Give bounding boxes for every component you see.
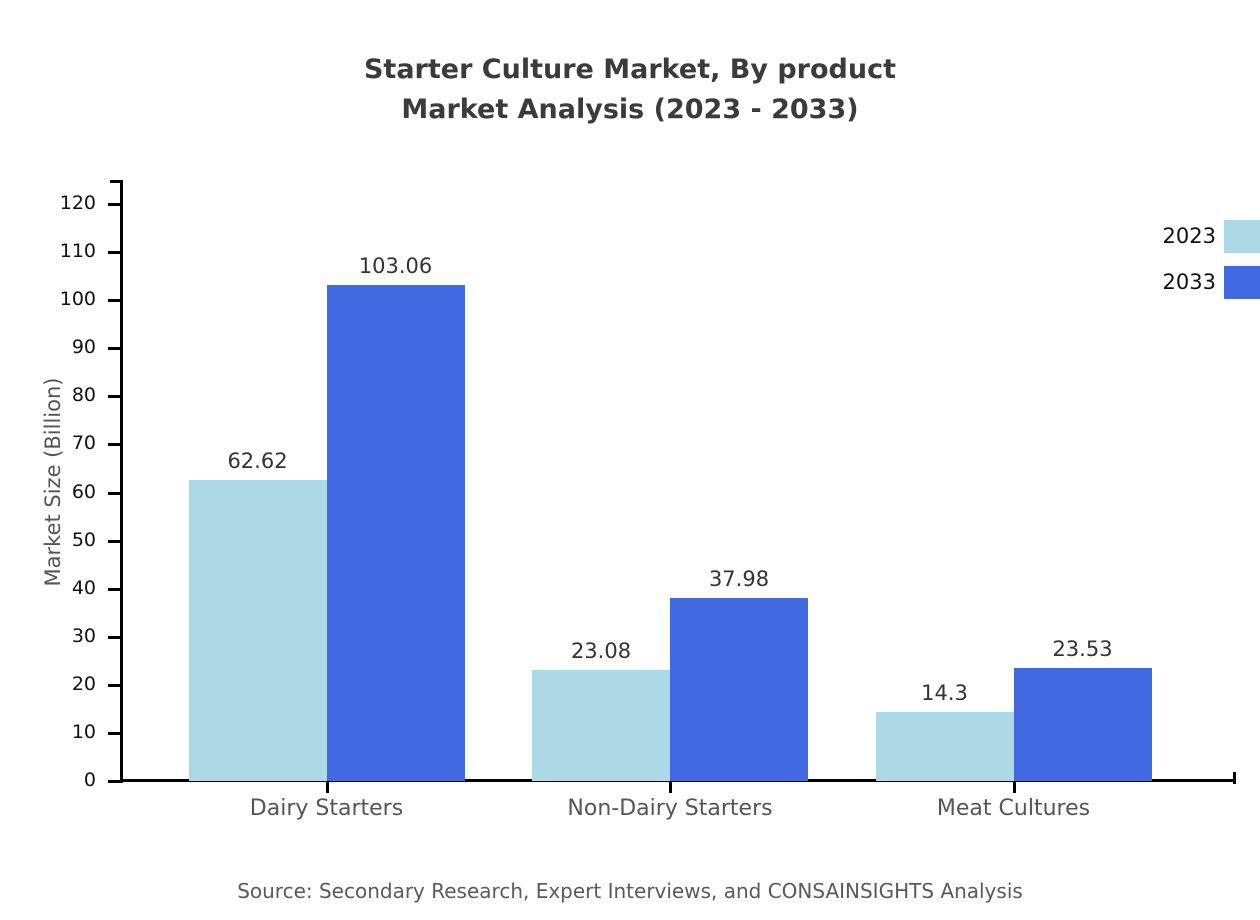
x-axis-tick bbox=[325, 781, 329, 793]
bar-2033-non-dairy-starters[interactable] bbox=[670, 598, 808, 781]
y-axis-tick bbox=[108, 347, 121, 351]
y-axis-tick bbox=[108, 203, 121, 207]
x-axis-category-label: Dairy Starters bbox=[249, 796, 404, 821]
chart-title-line-2: Market Analysis (2023 - 2033) bbox=[401, 94, 859, 125]
bar-value-label: 14.3 bbox=[921, 681, 968, 706]
y-axis-tick-label: 20 bbox=[71, 672, 96, 695]
y-axis-tick-label: 30 bbox=[71, 624, 96, 647]
x-axis-category-label: Non-Dairy Starters bbox=[567, 796, 773, 821]
bar-2033-dairy-starters[interactable] bbox=[326, 285, 465, 781]
y-axis-tick-label: 40 bbox=[71, 576, 96, 599]
y-axis-tick bbox=[108, 299, 121, 303]
y-axis-tick-label: 0 bbox=[83, 769, 96, 791]
y-axis-tick bbox=[108, 395, 121, 399]
legend-label-2033: 2033 bbox=[1162, 270, 1216, 294]
y-axis-tick bbox=[108, 587, 121, 591]
bar-value-label: 23.08 bbox=[570, 639, 632, 664]
legend-label-2023: 2023 bbox=[1162, 224, 1216, 248]
y-axis-tick-label: 90 bbox=[71, 336, 96, 359]
bar-2023-non-dairy-starters[interactable] bbox=[532, 670, 670, 781]
source-note: Source: Secondary Research, Expert Inter… bbox=[237, 879, 1023, 903]
bar-value-label: 103.06 bbox=[358, 254, 433, 279]
y-axis-tick-label: 70 bbox=[71, 432, 96, 455]
bar-value-label: 62.62 bbox=[227, 448, 288, 473]
y-axis-tick-label: 80 bbox=[71, 384, 96, 407]
legend-swatch-2023[interactable] bbox=[1224, 220, 1260, 253]
y-axis-tick-label: 10 bbox=[71, 720, 96, 743]
chart-title: Starter Culture Market, By product Marke… bbox=[0, 50, 1260, 130]
y-axis-tick-label: 100 bbox=[59, 288, 96, 311]
y-axis-tick bbox=[108, 251, 121, 255]
legend-swatch-2033[interactable] bbox=[1224, 266, 1260, 299]
y-axis-tick-label: 110 bbox=[59, 240, 96, 263]
y-axis-tick bbox=[108, 443, 121, 447]
bar-2023-dairy-starters[interactable] bbox=[188, 479, 327, 781]
bar-value-label: 37.98 bbox=[708, 567, 770, 592]
bar-value-label: 23.53 bbox=[1052, 636, 1113, 661]
y-axis-spine bbox=[120, 180, 123, 783]
x-axis-tick bbox=[1012, 781, 1016, 793]
y-axis-tick bbox=[108, 635, 121, 639]
y-axis-tick bbox=[108, 780, 121, 783]
y-axis-tick bbox=[108, 491, 121, 495]
y-axis-tick-label: 50 bbox=[71, 528, 96, 551]
x-axis-category-label: Meat Cultures bbox=[936, 796, 1091, 821]
bar-2023-meat-cultures[interactable] bbox=[875, 712, 1014, 781]
y-axis-tick-label: 120 bbox=[59, 192, 96, 215]
y-axis-tick bbox=[108, 683, 121, 687]
chart-title-line-1: Starter Culture Market, By product bbox=[363, 54, 896, 85]
y-axis-top-cap bbox=[110, 180, 123, 183]
x-axis-right-cap bbox=[1233, 772, 1236, 784]
bar-2033-meat-cultures[interactable] bbox=[1013, 667, 1152, 781]
y-axis-tick bbox=[108, 731, 121, 735]
x-axis-tick bbox=[669, 781, 672, 793]
y-axis-tick-label: 60 bbox=[71, 480, 96, 503]
y-axis-tick bbox=[108, 539, 121, 543]
